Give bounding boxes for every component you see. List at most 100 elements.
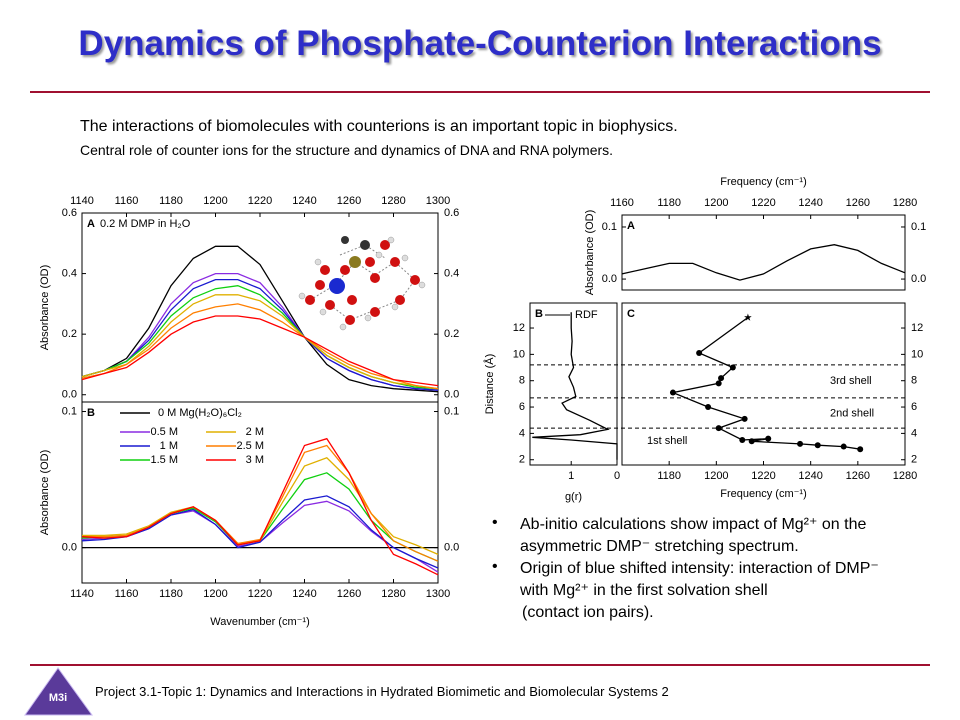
x-tick-label: 1200 <box>704 470 728 482</box>
bullet-line: Origin of blue shifted intensity: intera… <box>520 560 879 577</box>
x-tick-label: 1280 <box>893 197 917 209</box>
x-tick-label: 1220 <box>751 470 775 482</box>
data-line <box>81 315 439 387</box>
plot-frame <box>621 214 906 291</box>
y-tick-label: 0.4 <box>444 267 459 279</box>
y-tick-label: 0.0 <box>62 542 77 554</box>
marker <box>857 446 864 453</box>
bullet: Ab-initio calculations show impact of Mg… <box>520 514 866 558</box>
bullet-line: (contact ion pairs). <box>522 604 654 621</box>
y-tick-label: 0.0 <box>911 273 926 285</box>
x-tick-label: 1260 <box>846 197 870 209</box>
x-tick-label: 1220 <box>751 197 775 209</box>
x-tick-label: 1280 <box>893 470 917 482</box>
data-line <box>81 303 439 390</box>
marker <box>718 375 725 382</box>
x-tick-label: 1280 <box>381 195 405 207</box>
logo-text: M3i <box>49 692 67 704</box>
marker <box>669 389 676 396</box>
legend-label: 1 M <box>160 440 178 452</box>
x-axis-label: g(r) <box>565 491 582 503</box>
panel-label: A <box>627 220 635 232</box>
y-tick-label: 0.4 <box>62 267 77 279</box>
annotation: 1st shell <box>647 435 687 447</box>
marker <box>715 425 722 432</box>
legend-label: 0 M Mg(H₂O)₆Cl₂ <box>158 407 242 419</box>
x-tick-label: 1180 <box>159 195 183 207</box>
x-tick-label: 1220 <box>248 195 272 207</box>
y-tick-label: 0.0 <box>444 389 459 401</box>
data-line <box>81 285 439 390</box>
y-tick-label: 10 <box>513 348 525 360</box>
y-tick-label: 6 <box>911 401 917 413</box>
marker <box>741 415 748 422</box>
legend-label: 2.5 M <box>236 440 264 452</box>
marker <box>814 442 821 449</box>
data-line <box>81 294 439 390</box>
logo-shape <box>24 667 93 716</box>
x-tick-label: 1160 <box>115 195 139 207</box>
intro-line: Central role of counter ions for the str… <box>80 142 614 158</box>
bullet-dot: • <box>492 558 498 575</box>
x-tick-label: 1240 <box>798 197 822 209</box>
x-tick-label: 1260 <box>337 195 361 207</box>
legend-label: RDF <box>575 309 598 321</box>
panel-label: C <box>627 308 635 320</box>
legend-label: 1.5 M <box>150 454 178 466</box>
panel-label: B <box>535 308 543 320</box>
marker <box>797 440 804 447</box>
plot-frame <box>529 302 618 466</box>
x-tick-label: 1300 <box>426 588 450 600</box>
legend-label: 0.5 M <box>150 426 178 438</box>
data-line <box>82 444 439 562</box>
x-tick-label: 1180 <box>657 470 681 482</box>
x-tick-label: 1300 <box>426 195 450 207</box>
plot-frame <box>81 212 439 403</box>
panel-label: B <box>87 407 95 419</box>
marker <box>705 404 712 411</box>
x-tick-label: 1 <box>568 470 574 482</box>
y-tick-label: 0.6 <box>444 207 459 219</box>
y-tick-label: 0.2 <box>444 328 459 340</box>
bullet-line: with Mg²⁺ in the first solvation shell <box>520 582 768 599</box>
molecule <box>298 236 426 331</box>
y-axis-label: Absorbance (OD) <box>39 265 51 351</box>
bullet-dot: • <box>492 514 498 531</box>
x-tick-label: 1140 <box>70 195 94 207</box>
bullet-line: asymmetric DMP⁻ stretching spectrum. <box>520 538 799 555</box>
y-tick-label: 6 <box>519 401 525 413</box>
x-axis-label: Frequency (cm⁻¹) <box>720 176 807 188</box>
annotation: 3rd shell <box>830 375 872 387</box>
plot-frame <box>81 401 439 584</box>
y-axis-label: Absorbance (OD) <box>39 450 51 536</box>
marker <box>696 350 703 357</box>
y-tick-label: 0.1 <box>602 221 617 233</box>
marker <box>715 380 722 387</box>
legend-label: 2 M <box>246 426 264 438</box>
y-axis-label: Distance (Å) <box>483 354 496 415</box>
y-tick-label: 0.1 <box>444 405 459 417</box>
y-tick-label: 4 <box>911 427 917 439</box>
y-axis-label: Absorbance (OD) <box>584 210 596 296</box>
y-tick-label: 8 <box>519 375 525 387</box>
annotation: 0.2 M DMP in H₂O <box>100 218 191 230</box>
data-line <box>81 495 439 569</box>
bullet: Origin of blue shifted intensity: intera… <box>520 558 879 624</box>
slide-title: Dynamics of Phosphate-Counterion Interac… <box>78 24 882 63</box>
x-tick-label: 1260 <box>337 588 361 600</box>
data-line <box>81 500 439 573</box>
marker <box>840 443 847 450</box>
x-tick-label: 1220 <box>248 588 272 600</box>
y-tick-label: 8 <box>911 375 917 387</box>
x-tick-label: 1160 <box>610 197 634 209</box>
y-tick-label: 0.1 <box>911 221 926 233</box>
x-tick-label: 1240 <box>292 588 316 600</box>
data-line <box>81 437 439 576</box>
x-tick-label: 1280 <box>381 588 405 600</box>
intro-line: The interactions of biomolecules with co… <box>80 118 678 135</box>
plot-frame <box>621 302 906 466</box>
x-tick-label: 0 <box>614 470 620 482</box>
marker <box>748 438 755 445</box>
x-tick-label: 1260 <box>846 470 870 482</box>
